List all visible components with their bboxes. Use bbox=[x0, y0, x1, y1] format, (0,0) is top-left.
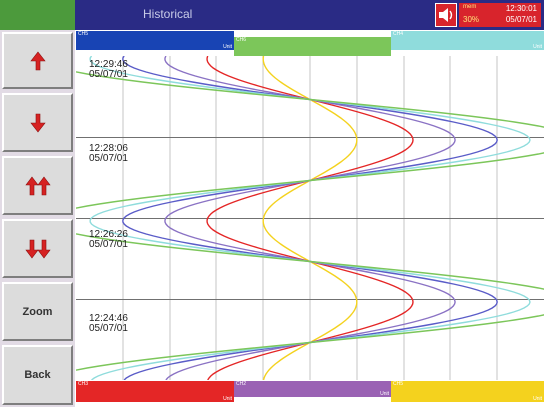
channel-tag-top-1[interactable]: CH5 Unit bbox=[76, 31, 234, 50]
timestamp-date: 05/07/01 bbox=[89, 239, 128, 250]
channel-name: CH5 bbox=[393, 381, 404, 387]
channel-name: CH3 bbox=[78, 381, 89, 387]
memory-percent: 30% bbox=[463, 15, 480, 24]
channel-tag-top-2[interactable]: CH6 bbox=[234, 37, 391, 56]
speaker-icon bbox=[439, 8, 453, 22]
chart-grid bbox=[76, 56, 544, 380]
clock-time: 12:30:01 bbox=[505, 4, 537, 13]
arrow-down-icon bbox=[29, 113, 46, 132]
timestamp-time: 12:29:46 bbox=[89, 59, 128, 70]
clock-date: 05/07/01 bbox=[505, 15, 537, 24]
page-down-button[interactable] bbox=[2, 219, 73, 278]
header-bar: Historical mem 30% 12:30:01 05/07/01 bbox=[75, 0, 544, 30]
page-title: Historical bbox=[143, 7, 193, 21]
timestamp-time: 12:26:26 bbox=[89, 229, 128, 240]
trace-line bbox=[89, 56, 531, 380]
channel-tag-bottom-2[interactable]: CH2 Unit bbox=[234, 381, 391, 397]
sidebar: Zoom Back bbox=[0, 30, 75, 407]
timestamp-date: 05/07/01 bbox=[89, 323, 128, 334]
zoom-button[interactable]: Zoom bbox=[2, 282, 73, 341]
back-button[interactable]: Back bbox=[2, 345, 73, 405]
channel-tag-bottom-1[interactable]: CH3 Unit bbox=[76, 381, 234, 402]
chart-traces bbox=[76, 56, 544, 380]
trace-line bbox=[122, 56, 498, 380]
header-left-block bbox=[0, 0, 75, 30]
status-box: mem 30% 12:30:01 05/07/01 bbox=[459, 3, 541, 27]
channel-unit: Unit bbox=[380, 391, 389, 397]
timestamp-time: 12:24:46 bbox=[89, 313, 128, 324]
scroll-down-button[interactable] bbox=[2, 93, 73, 152]
timestamp-date: 05/07/01 bbox=[89, 69, 128, 80]
zoom-button-label: Zoom bbox=[22, 305, 53, 318]
channel-unit: Unit bbox=[533, 44, 542, 50]
chart-timestamps: 12:29:46 05/07/01 12:28:06 05/07/01 12:2… bbox=[89, 59, 128, 334]
speaker-button[interactable] bbox=[435, 3, 457, 27]
back-button-label: Back bbox=[24, 369, 51, 381]
channel-unit: Unit bbox=[223, 44, 232, 50]
timestamp-time: 12:28:06 bbox=[89, 143, 128, 154]
arrow-up-icon bbox=[29, 51, 46, 70]
trace-line bbox=[164, 56, 456, 380]
double-arrow-down-icon bbox=[24, 239, 51, 258]
timestamp-date: 05/07/01 bbox=[89, 153, 128, 164]
channel-tag-bottom-3[interactable]: CH5 Unit bbox=[391, 381, 544, 402]
trace-line bbox=[76, 71, 544, 371]
channel-unit: Unit bbox=[533, 396, 542, 402]
trend-chart[interactable]: 12:29:46 05/07/01 12:28:06 05/07/01 12:2… bbox=[76, 56, 544, 380]
trace-line bbox=[262, 56, 358, 380]
channel-tag-top-3[interactable]: CH4 Unit bbox=[391, 31, 544, 50]
memory-label: mem bbox=[463, 4, 477, 10]
trace-line bbox=[206, 56, 414, 380]
channel-name: CH6 bbox=[236, 37, 247, 43]
channel-name: CH5 bbox=[78, 31, 89, 37]
channel-name: CH4 bbox=[393, 31, 404, 37]
channel-unit: Unit bbox=[223, 396, 232, 402]
scroll-up-button[interactable] bbox=[2, 32, 73, 89]
double-arrow-up-icon bbox=[24, 176, 51, 195]
channel-name: CH2 bbox=[236, 381, 247, 387]
page-up-button[interactable] bbox=[2, 156, 73, 215]
